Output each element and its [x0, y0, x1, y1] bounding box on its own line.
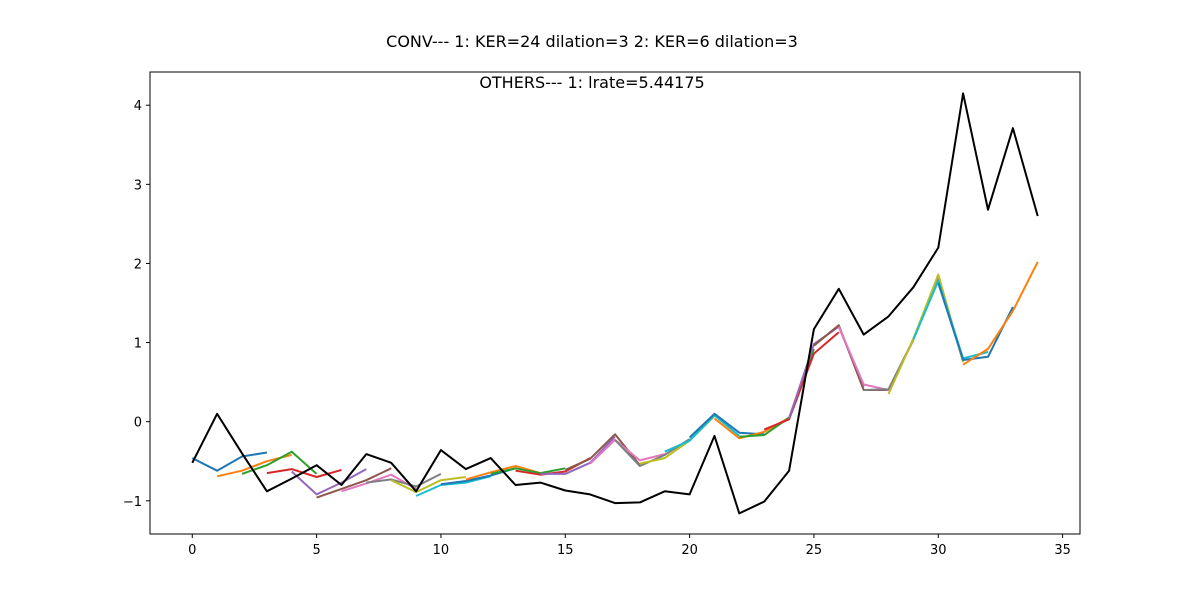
x-tick-label: 0 [188, 543, 196, 558]
series-line-20 [664, 414, 740, 453]
actual-line [191, 92, 1039, 515]
x-tick-label: 10 [433, 543, 450, 558]
series-line-32 [962, 261, 1039, 366]
chart-subtitle: OTHERS--- 1: lrate=5.44175 [479, 73, 704, 92]
x-tick-label: 5 [312, 543, 320, 558]
x-tick-label: 35 [1054, 543, 1071, 558]
series-line-15 [540, 436, 616, 475]
x-tick-label: 25 [806, 543, 823, 558]
chart-title: CONV--- 1: KER=24 dilation=3 2: KER=6 di… [386, 32, 798, 51]
series-layer [191, 92, 1039, 515]
series-line-14 [515, 457, 591, 476]
series-line-5 [291, 468, 367, 496]
series-line-8 [366, 473, 442, 488]
x-tick-label: 15 [557, 543, 574, 558]
y-tick-label: 4 [134, 99, 142, 114]
series-line-12 [465, 465, 541, 481]
series-line-29 [887, 273, 965, 395]
x-tick-label: 30 [930, 543, 947, 558]
series-line-31 [937, 282, 1014, 361]
axes-frame [149, 71, 1081, 535]
y-tick-label: 1 [134, 337, 142, 352]
axes-layer: 0 5 10 15 20 25 30 35 −1 0 1 2 3 4 [123, 71, 1081, 558]
series-line-17 [589, 438, 665, 465]
x-tick-label: 20 [681, 543, 698, 558]
series-line-1 [191, 451, 268, 472]
series-line-24 [763, 331, 840, 431]
series-line-4 [266, 468, 342, 478]
series-line-27 [837, 326, 915, 391]
series-line-9 [390, 476, 466, 494]
series-line-21 [688, 412, 765, 439]
series-line-28 [863, 278, 940, 391]
y-tick-label: 0 [134, 416, 142, 431]
y-tick-label: −1 [123, 495, 142, 510]
series-line-18 [614, 438, 691, 467]
y-tick-label: 3 [134, 178, 142, 193]
series-line-7 [341, 473, 417, 493]
series-line-3 [241, 450, 318, 475]
series-line-10 [415, 475, 491, 497]
y-tick-label: 2 [134, 257, 142, 272]
series-line-6 [316, 467, 392, 499]
